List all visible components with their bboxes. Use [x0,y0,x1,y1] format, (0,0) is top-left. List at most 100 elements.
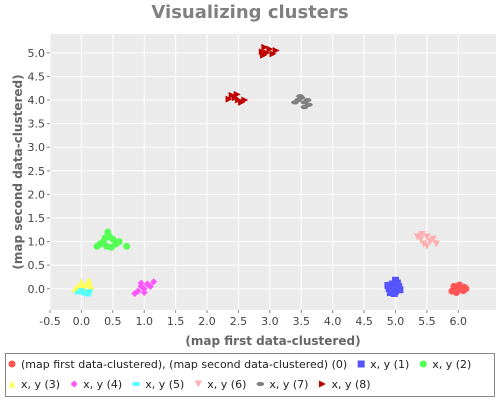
legend-label-1: x, y (1) [370,358,409,371]
data-point-series-6 [413,233,421,241]
data-point-series-8 [225,95,233,103]
x-tick-label: -0.5 [39,315,60,328]
data-point-series-5 [84,292,92,297]
x-axis-label: (map first data-clustered) [185,334,360,348]
y-tick-label: 2.5 [28,165,46,178]
data-point-series-1 [390,289,398,297]
legend-label-5: x, y (5) [145,378,184,391]
data-point-series-8 [233,90,241,98]
data-point-series-2 [115,238,123,246]
y-tick-label: 1.5 [28,212,46,225]
data-point-series-3 [87,282,95,290]
data-point-series-1 [384,281,392,289]
x-tick-label: 0.5 [104,315,122,328]
data-point-series-0 [462,285,470,293]
y-tick-label: 5.0 [28,47,46,60]
x-tick-label: 2.0 [198,315,216,328]
data-point-series-5 [74,290,82,295]
x-tick-label: 4.5 [355,315,373,328]
legend-marker-1 [357,360,365,368]
data-point-series-6 [423,233,431,241]
data-point-series-6 [420,240,428,248]
data-point-series-4 [131,289,139,297]
legend-label-4: x, y (4) [83,378,122,391]
x-tick-label: 2.5 [230,315,248,328]
data-point-series-7 [304,102,313,107]
y-tick-label: 3.0 [28,141,46,154]
data-point-series-3 [71,285,79,293]
y-tick-label: 4.5 [28,70,46,83]
legend-label-3: x, y (3) [21,378,60,391]
x-tick-label: 4.0 [324,315,342,328]
x-tick-label: 1.5 [167,315,185,328]
data-point-series-3 [79,281,87,289]
x-tick-label: 5.0 [387,315,405,328]
data-point-series-3 [85,276,93,284]
legend-label-8: x, y (8) [331,378,370,391]
data-point-series-2 [93,242,101,250]
data-point-series-0 [452,289,460,297]
data-point-series-2 [101,234,109,242]
legend-label-7: x, y (7) [269,378,308,391]
data-point-series-6 [423,242,431,250]
legend-marker-0 [8,360,16,368]
data-point-series-4 [140,285,148,293]
x-tick-label: 5.5 [418,315,436,328]
data-point-series-2 [108,243,116,251]
x-tick-label: 0.0 [73,315,91,328]
data-point-series-6 [429,235,437,243]
legend-label-6: x, y (6) [207,378,246,391]
data-point-series-0 [456,281,464,289]
legend-marker-8 [318,380,326,388]
data-point-series-8 [272,47,280,55]
data-point-series-8 [241,96,249,104]
legend-label-2: x, y (2) [432,358,471,371]
x-tick-label: 1.0 [135,315,153,328]
legend-marker-2 [419,360,427,368]
legend-marker-3 [8,380,16,388]
data-point-series-8 [258,48,266,56]
y-tick-label: 4.0 [28,94,46,107]
y-tick-label: 0.5 [28,259,46,272]
data-point-series-2 [104,228,112,236]
chart-title: Visualizing clusters [151,2,349,23]
data-point-series-7 [291,100,299,105]
data-point-series-1 [388,280,396,288]
legend-label-0: (map first data-clustered), (map second … [21,358,347,371]
x-tick-label: 6.0 [450,315,468,328]
data-point-series-4 [140,289,148,297]
y-tick-label: 1.0 [28,236,46,249]
data-point-series-5 [85,289,93,294]
data-point-series-2 [123,242,131,250]
data-point-series-4 [150,278,158,286]
y-tick-label: 2.0 [28,188,46,201]
x-tick-label: 3.0 [261,315,279,328]
data-point-series-0 [450,282,458,290]
plot-background [50,34,496,310]
data-point-series-7 [296,94,304,99]
y-axis-label: (map second data-clustered) [11,74,25,269]
data-point-series-1 [396,286,404,294]
legend-marker-5 [132,382,140,386]
data-point-series-1 [386,289,394,297]
x-tick-label: 3.5 [293,315,311,328]
data-point-series-1 [391,276,399,284]
data-point-series-8 [266,45,274,53]
data-point-series-8 [261,43,269,51]
y-tick-label: 0.0 [28,283,46,296]
legend [5,353,495,397]
y-tick-label: 3.5 [28,118,46,131]
data-point-series-8 [228,91,236,99]
data-point-series-4 [137,279,145,287]
data-point-series-5 [77,288,85,293]
data-point-series-7 [303,97,312,103]
legend-marker-4 [70,380,78,388]
data-point-series-6 [432,240,440,248]
legend-marker-6 [194,380,202,388]
legend-marker-7 [256,381,265,387]
data-point-series-6 [418,231,426,239]
data-point-series-4 [147,282,155,290]
